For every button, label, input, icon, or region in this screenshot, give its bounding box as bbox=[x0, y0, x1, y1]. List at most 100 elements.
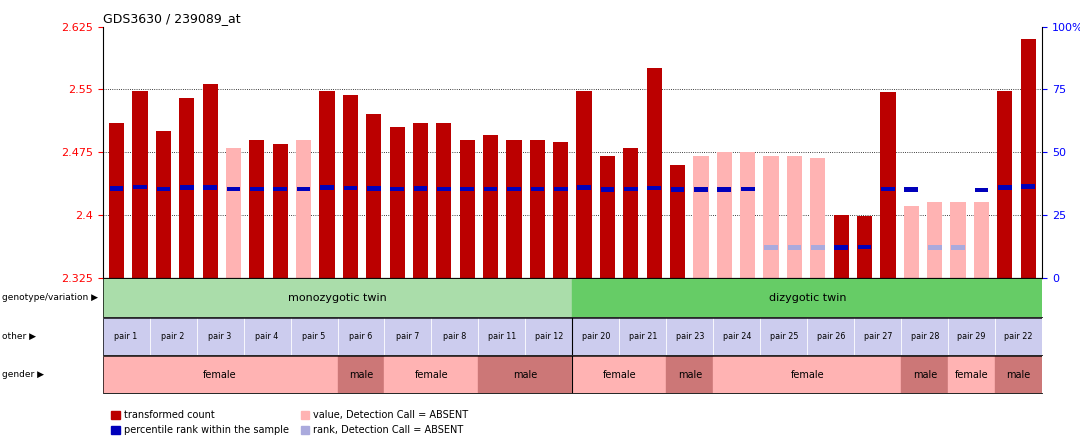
Bar bbox=[297, 187, 310, 191]
Bar bbox=[950, 202, 966, 278]
Text: female: female bbox=[415, 369, 448, 380]
Bar bbox=[343, 186, 357, 190]
Bar bbox=[787, 245, 801, 250]
Bar bbox=[484, 186, 498, 191]
Bar bbox=[203, 186, 217, 190]
Text: male: male bbox=[678, 369, 702, 380]
Bar bbox=[717, 152, 732, 278]
Bar bbox=[109, 123, 124, 278]
Text: pair 20: pair 20 bbox=[582, 332, 610, 341]
Bar bbox=[1021, 39, 1036, 278]
Bar bbox=[624, 187, 637, 191]
Bar bbox=[858, 245, 872, 249]
Bar bbox=[717, 187, 731, 192]
Text: pair 27: pair 27 bbox=[864, 332, 892, 341]
Bar bbox=[367, 186, 380, 191]
Bar bbox=[880, 92, 895, 278]
Bar bbox=[414, 186, 428, 191]
Bar bbox=[507, 139, 522, 278]
Text: dizygotic twin: dizygotic twin bbox=[769, 293, 846, 303]
Bar bbox=[577, 186, 591, 190]
Bar bbox=[337, 356, 384, 393]
Bar bbox=[647, 68, 662, 278]
Bar bbox=[902, 356, 948, 393]
Text: pair 5: pair 5 bbox=[302, 332, 326, 341]
Bar bbox=[577, 91, 592, 278]
Bar bbox=[296, 139, 311, 278]
Bar bbox=[671, 187, 685, 192]
Bar bbox=[974, 202, 989, 278]
Bar bbox=[103, 278, 572, 317]
Text: pair 11: pair 11 bbox=[488, 332, 516, 341]
Text: female: female bbox=[791, 369, 824, 380]
Bar bbox=[384, 356, 478, 393]
Bar bbox=[948, 356, 996, 393]
Bar bbox=[249, 139, 265, 278]
Text: pair 8: pair 8 bbox=[443, 332, 467, 341]
Text: pair 3: pair 3 bbox=[208, 332, 232, 341]
Bar bbox=[998, 186, 1012, 190]
Text: genotype/variation ▶: genotype/variation ▶ bbox=[2, 293, 98, 302]
Bar bbox=[251, 187, 264, 191]
Bar bbox=[180, 186, 193, 190]
Bar bbox=[834, 215, 849, 278]
Bar bbox=[460, 187, 474, 191]
Bar bbox=[997, 91, 1012, 278]
Bar bbox=[156, 131, 171, 278]
Text: pair 29: pair 29 bbox=[958, 332, 986, 341]
Bar bbox=[670, 165, 685, 278]
Bar bbox=[413, 123, 428, 278]
Text: monozygotic twin: monozygotic twin bbox=[288, 293, 387, 303]
Bar bbox=[320, 91, 335, 278]
Bar bbox=[320, 186, 334, 190]
Bar bbox=[928, 245, 942, 250]
Text: pair 2: pair 2 bbox=[161, 332, 185, 341]
Text: female: female bbox=[203, 369, 237, 380]
Bar bbox=[693, 156, 708, 278]
Bar bbox=[273, 186, 287, 191]
Bar bbox=[133, 91, 148, 278]
Legend: transformed count, percentile rank within the sample, value, Detection Call = AB: transformed count, percentile rank withi… bbox=[108, 407, 472, 439]
Bar bbox=[714, 356, 901, 393]
Text: pair 12: pair 12 bbox=[535, 332, 563, 341]
Text: pair 28: pair 28 bbox=[910, 332, 939, 341]
Bar bbox=[787, 156, 802, 278]
Bar bbox=[110, 186, 123, 191]
Bar bbox=[572, 278, 1042, 317]
Bar bbox=[927, 202, 942, 278]
Bar bbox=[203, 84, 218, 278]
Text: pair 24: pair 24 bbox=[723, 332, 751, 341]
Text: GDS3630 / 239089_at: GDS3630 / 239089_at bbox=[103, 12, 240, 25]
Bar bbox=[647, 186, 661, 190]
Bar bbox=[996, 356, 1042, 393]
Text: gender ▶: gender ▶ bbox=[2, 370, 44, 379]
Bar bbox=[157, 186, 171, 191]
Bar bbox=[856, 216, 873, 278]
Text: pair 7: pair 7 bbox=[396, 332, 420, 341]
Bar bbox=[599, 156, 615, 278]
Bar bbox=[390, 127, 405, 278]
Bar bbox=[623, 148, 638, 278]
Bar bbox=[741, 187, 755, 191]
Bar bbox=[765, 245, 778, 250]
Bar bbox=[530, 139, 545, 278]
Bar bbox=[666, 356, 714, 393]
Text: pair 21: pair 21 bbox=[629, 332, 657, 341]
Text: pair 23: pair 23 bbox=[676, 332, 704, 341]
Text: male: male bbox=[1007, 369, 1030, 380]
Text: male: male bbox=[513, 369, 538, 380]
Bar bbox=[553, 142, 568, 278]
Bar bbox=[342, 95, 357, 278]
Bar bbox=[811, 245, 825, 250]
Bar bbox=[390, 186, 404, 191]
Text: pair 26: pair 26 bbox=[816, 332, 845, 341]
Text: female: female bbox=[603, 369, 636, 380]
Bar bbox=[478, 356, 572, 393]
Bar bbox=[437, 186, 450, 191]
Text: pair 25: pair 25 bbox=[770, 332, 798, 341]
Bar bbox=[810, 158, 825, 278]
Bar bbox=[227, 187, 241, 191]
Text: pair 1: pair 1 bbox=[114, 332, 138, 341]
Bar bbox=[366, 115, 381, 278]
Bar bbox=[483, 135, 498, 278]
